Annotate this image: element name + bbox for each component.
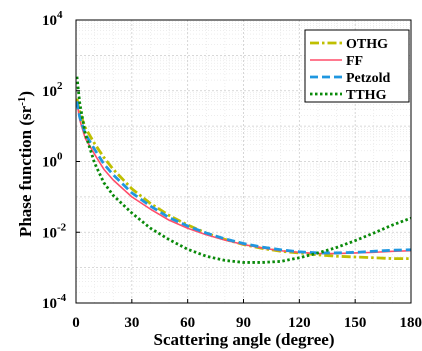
y-tick-label: 100 <box>42 151 63 171</box>
y-tick-label: 10-2 <box>42 221 67 241</box>
x-tick-label: 90 <box>236 315 251 331</box>
axis-ticks: 0 30 60 90 120 150 180 10-4 10-2 100 102 104 <box>42 9 422 331</box>
series-line-ff <box>76 101 412 255</box>
x-tick-label: 0 <box>72 315 80 331</box>
x-axis-label: Scattering angle (degree) <box>154 330 335 349</box>
x-tick-label: 150 <box>344 315 367 331</box>
y-tick-label: 102 <box>42 80 63 100</box>
x-tick-label: 180 <box>400 315 422 331</box>
x-tick-label: 120 <box>288 315 311 331</box>
series-line-othg <box>75 98 411 260</box>
y-tick-label: 104 <box>42 9 63 29</box>
x-tick-label: 60 <box>180 315 195 331</box>
series-line-petzold <box>75 101 412 255</box>
x-tick-label: 30 <box>124 315 139 331</box>
series-line-tthg <box>75 76 412 264</box>
legend-label-tthg: TTHG <box>346 88 387 103</box>
y-tick-label: 10-4 <box>42 292 67 312</box>
legend: OTHG FF Petzold TTHG <box>304 29 410 103</box>
y-axis-label: Phase function (sr-1) <box>16 91 35 237</box>
series-lines <box>75 76 412 264</box>
legend-label-ff: FF <box>346 54 363 69</box>
legend-box <box>304 29 410 103</box>
legend-label-othg: OTHG <box>346 37 388 52</box>
legend-label-petzold: Petzold <box>346 71 391 86</box>
